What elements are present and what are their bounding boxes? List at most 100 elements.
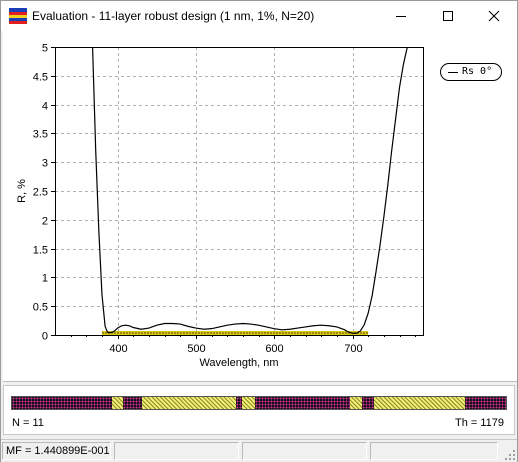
status-bar: MF = 1.440899E-001 (1, 439, 517, 462)
target-point (291, 332, 293, 334)
target-point (270, 332, 272, 334)
y-tick-label: 1 (42, 273, 48, 285)
target-point (228, 332, 230, 334)
target-point (159, 332, 161, 334)
target-point (156, 332, 158, 334)
x-axis-label: Wavelength, nm (199, 357, 278, 369)
target-point (162, 332, 164, 334)
target-point (123, 332, 125, 334)
target-point (333, 332, 335, 334)
target-point (204, 332, 206, 334)
target-point (141, 332, 143, 334)
x-tick-label: 400 (109, 343, 127, 355)
target-point (177, 332, 179, 334)
target-point (264, 332, 266, 334)
target-point (231, 332, 233, 334)
y-tick-label: 1.5 (33, 245, 48, 257)
window-title: Evaluation - 11-layer robust design (1 n… (32, 9, 315, 23)
target-point (219, 332, 221, 334)
y-tick-label: 4.5 (33, 72, 48, 84)
target-point (294, 332, 296, 334)
plot-frame (55, 47, 424, 336)
layer-segment-low[interactable] (373, 397, 466, 409)
layer-segment-low[interactable] (242, 397, 255, 409)
target-point (102, 332, 104, 334)
target-point (114, 332, 116, 334)
target-point (213, 332, 215, 334)
target-point (246, 332, 248, 334)
legend-label: Rs 0° (462, 66, 493, 77)
chart-ticks: 0 0.5 1 1.5 2 2.5 3 3.5 4 4.5 5 400 500 600 700 (33, 43, 416, 355)
target-point (117, 332, 119, 334)
chart-series (91, 47, 408, 334)
y-tick-label: 3.5 (33, 129, 48, 141)
target-point (288, 332, 290, 334)
target-point (324, 332, 326, 334)
layer-thickness-bar[interactable] (11, 396, 507, 410)
layer-segment-high[interactable] (122, 397, 143, 409)
target-point (249, 332, 251, 334)
layer-segment-low[interactable] (350, 397, 362, 409)
target-point (174, 332, 176, 334)
target-point (153, 332, 155, 334)
target-point (279, 332, 281, 334)
layer-segment-low[interactable] (111, 397, 123, 409)
resize-grip-icon[interactable] (504, 449, 516, 461)
target-point (210, 332, 212, 334)
target-point (306, 332, 308, 334)
maximize-button[interactable] (425, 1, 471, 31)
chart-legend[interactable]: Rs 0° (440, 63, 502, 81)
target-point (303, 332, 305, 334)
layer-segment-high[interactable] (361, 397, 374, 409)
target-point (285, 332, 287, 334)
target-point (240, 332, 242, 334)
target-point (144, 332, 146, 334)
target-point (360, 332, 362, 334)
close-button[interactable] (471, 1, 517, 31)
minimize-button[interactable] (378, 1, 424, 31)
layer-segment-low[interactable] (142, 397, 236, 409)
target-point (300, 332, 302, 334)
target-point (234, 332, 236, 334)
target-point (309, 332, 311, 334)
target-point (345, 332, 347, 334)
target-point (312, 332, 314, 334)
layer-count: N = 11 (12, 417, 44, 429)
target-point (318, 332, 320, 334)
target-point (216, 332, 218, 334)
target-point (237, 332, 239, 334)
layer-segment-high[interactable] (235, 397, 243, 409)
target-point (150, 332, 152, 334)
target-point (258, 332, 260, 334)
x-tick-label: 500 (187, 343, 205, 355)
layer-segment-high[interactable] (12, 397, 112, 409)
layer-segment-high[interactable] (254, 397, 351, 409)
target-point (129, 332, 131, 334)
target-point (282, 332, 284, 334)
target-point (315, 332, 317, 334)
target-point (366, 332, 368, 334)
target-point (222, 332, 224, 334)
target-point (147, 332, 149, 334)
layer-segment-high[interactable] (465, 397, 506, 409)
status-cell-3 (242, 442, 367, 460)
target-point (105, 332, 107, 334)
target-point (252, 332, 254, 334)
status-cell-4 (370, 442, 498, 460)
target-point (198, 332, 200, 334)
status-merit-function: MF = 1.440899E-001 (2, 442, 111, 460)
target-point (261, 332, 263, 334)
reflectance-chart: 0 0.5 1 1.5 2 2.5 3 3.5 4 4.5 5 400 500 600 700 Wavele… (16, 43, 424, 369)
y-tick-label: 0.5 (33, 302, 48, 314)
target-point (255, 332, 257, 334)
legend-line-swatch (448, 72, 458, 73)
app-icon (9, 8, 27, 24)
target-point (363, 332, 365, 334)
title-bar[interactable]: Evaluation - 11-layer robust design (1 n… (1, 1, 517, 31)
minimize-icon (396, 16, 406, 17)
series-line-rs (91, 47, 408, 334)
target-point (336, 332, 338, 334)
y-tick-label: 0 (42, 331, 48, 343)
target-point (138, 332, 140, 334)
